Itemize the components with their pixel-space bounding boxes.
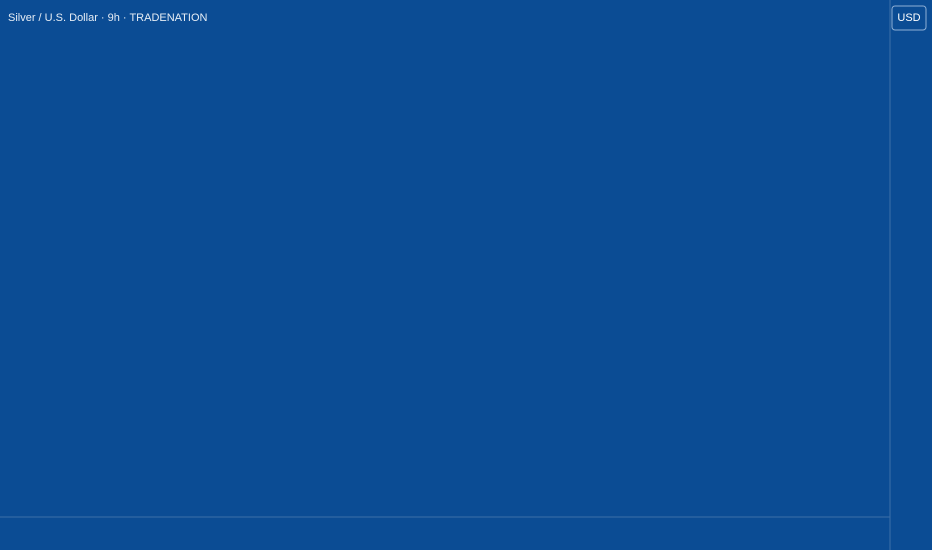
currency-label[interactable]: USD	[897, 12, 920, 24]
chart-title: Silver / U.S. Dollar · 9h · TRADENATION	[8, 12, 208, 24]
currency-button[interactable]	[891, 5, 927, 31]
